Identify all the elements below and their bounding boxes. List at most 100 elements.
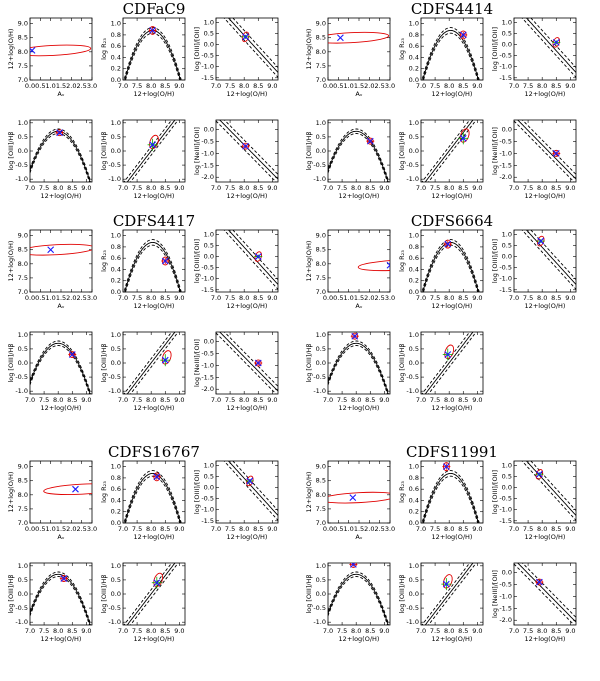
y-tick-label: 0.6: [111, 254, 121, 262]
x-tick-label: 8.0: [53, 396, 63, 404]
x-tick-label: 9.0: [472, 82, 482, 90]
x-tick-label: 8.5: [253, 396, 263, 404]
confidence-ellipse: [537, 235, 545, 247]
x-tick-label: 8.5: [160, 627, 170, 635]
y-axis-label: 12+log(O/H): [7, 29, 15, 70]
y-tick-label: -0.5: [406, 373, 419, 381]
model-curve-bound: [123, 27, 182, 80]
data-point: [254, 253, 262, 260]
y-tick-label: -1.5: [499, 74, 512, 82]
x-axis-label: 12+log(O/H): [432, 302, 473, 310]
model-curve-bound: [328, 571, 390, 625]
y-tick-label: -0.5: [15, 373, 28, 381]
plot-area: [514, 120, 576, 182]
y-tick-label: 0.0: [204, 126, 214, 134]
y-tick-label: 7.5: [18, 62, 28, 70]
confidence-ellipse: [30, 44, 92, 57]
y-tick-label: 7.0: [316, 76, 326, 84]
panel-o3hb-cdfac9: 7.0 7.5 8.0 8.5 9.0 -1.0 -0.5 0.0 0.5 1.0 12+log(O…: [7, 119, 93, 200]
y-tick-label: 0.5: [204, 30, 214, 38]
x-tick-label: 7.5: [132, 396, 142, 404]
x-tick-label: 8.0: [53, 627, 63, 635]
x-tick-label: 8.5: [458, 525, 468, 533]
model-curve-bound: [216, 332, 277, 394]
model-curve-bound: [30, 576, 90, 625]
x-tick-label: 7.5: [523, 82, 533, 90]
model-curve-bound: [216, 120, 277, 182]
x-tick-label: 9.0: [565, 184, 575, 192]
x-tick-label: 7.5: [39, 627, 49, 635]
y-tick-label: -1.0: [406, 175, 419, 183]
panel-r23-cdfac9: 7.0 7.5 8.0 8.5 9.0 0.0 0.2 0.4 0.6 0.8 1.0 12+log(…: [100, 17, 186, 98]
axes-frame: [215, 331, 279, 395]
data-point: [60, 575, 68, 582]
data-point: [337, 34, 344, 42]
x-tick-label: 7.0: [416, 627, 426, 635]
plot-area: [514, 563, 576, 625]
model-curve-bound: [521, 120, 576, 175]
plot-area: [328, 563, 390, 625]
x-tick-label: 7.5: [225, 82, 235, 90]
panel-title-cdfac9: CDFaC9: [123, 0, 186, 18]
model-curve-bound: [223, 332, 278, 387]
data-point: [72, 485, 79, 493]
x-tick-label: 8.0: [537, 525, 547, 533]
y-tick-label: 0.0: [111, 76, 121, 84]
y-tick-label: 0.0: [111, 519, 121, 527]
axes-frame: [513, 17, 577, 81]
x-tick-label: 9.0: [472, 184, 482, 192]
x-tick-label: 7.0: [211, 82, 221, 90]
model-curve-bound: [232, 461, 278, 511]
x-tick-label: 7.0: [416, 82, 426, 90]
y-tick-label: 1.0: [409, 119, 419, 127]
y-tick-label: 1.0: [111, 119, 121, 127]
x-tick-label: 2.5: [76, 82, 86, 90]
model-curve-bound: [521, 563, 576, 618]
x-tick-label: 9.0: [472, 525, 482, 533]
panel-r23-cdfs6664: 7.0 7.5 8.0 8.5 9.0 0.0 0.2 0.4 0.6 0.8 1.0 12+log(…: [398, 229, 484, 310]
x-tick-label: 7.5: [132, 525, 142, 533]
y-axis-label: log [OIII]/Hβ: [398, 131, 406, 170]
panel-o3hb-b-cdfs4417: 7.0 7.5 8.0 8.5 9.0 -1.0 -0.5 0.0 0.5 1.0 12+log(O…: [100, 331, 186, 412]
y-axis-label: 12+log(O/H): [305, 29, 313, 70]
x-tick-label: 7.0: [118, 525, 128, 533]
x-tick-label: 7.0: [323, 627, 333, 635]
x-tick-label: 8.0: [146, 294, 156, 302]
data-point: [535, 470, 543, 478]
model-curve: [525, 230, 576, 285]
x-tick-label: 8.5: [160, 525, 170, 533]
plot-area: [328, 31, 390, 44]
x-tick-label: 7.5: [337, 396, 347, 404]
y-axis-label: log R₂₃: [398, 38, 406, 60]
confidence-ellipse: [535, 469, 544, 480]
x-tick-label: 2.5: [76, 294, 86, 302]
plot-area: [421, 462, 480, 523]
model-curve: [517, 563, 576, 623]
y-axis-label: log [OIII]/[OII]: [193, 470, 201, 514]
x-axis-label: 12+log(O/H): [227, 302, 268, 310]
x-axis-label: Aᵥ: [57, 90, 64, 98]
y-tick-label: 0.5: [18, 576, 28, 584]
y-axis-label: log [OIII]/Hβ: [100, 131, 108, 170]
x-tick-label: 9.0: [267, 82, 277, 90]
y-tick-label: 0.8: [409, 31, 419, 39]
x-tick-label: 0.5: [333, 294, 343, 302]
data-point: [552, 38, 560, 46]
model-curve-bound: [423, 244, 479, 292]
x-tick-label: 3.0: [87, 82, 97, 90]
y-axis-label: log [OIII]/Hβ: [398, 343, 406, 382]
x-tick-label: 2.0: [66, 525, 76, 533]
x-tick-label: 7.0: [416, 184, 426, 192]
axes-frame: [327, 17, 391, 81]
x-tick-label: 7.0: [25, 627, 35, 635]
axes-frame: [327, 119, 391, 183]
x-tick-label: 8.0: [537, 82, 547, 90]
plot-area: [223, 18, 278, 78]
x-axis-label: 12+log(O/H): [432, 192, 473, 200]
y-tick-label: 1.0: [18, 119, 28, 127]
model-curve-bound: [30, 340, 92, 394]
panel-ne3o2-cdfs11991: 7.0 7.5 8.0 8.5 9.0 -2.0 -1.5 -1.0 -0.5 0.0 12+log…: [491, 562, 577, 643]
y-axis-label: 12+log(O/H): [305, 241, 313, 282]
x-axis-label: 12+log(O/H): [432, 90, 473, 98]
x-tick-label: 7.0: [211, 294, 221, 302]
